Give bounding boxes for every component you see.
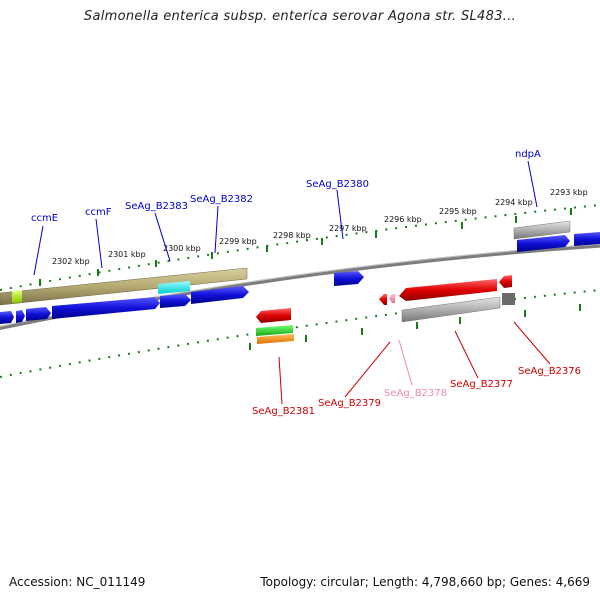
kbp-label: 2296 kbp xyxy=(384,215,422,224)
kbp-label: 2300 kbp xyxy=(163,244,201,253)
kbp-label: 2293 kbp xyxy=(550,188,588,197)
faded-reverse-gene[interactable] xyxy=(389,294,395,303)
upper-major-ticks xyxy=(39,208,572,286)
top-leader-lines xyxy=(33,160,538,276)
lime-feature[interactable] xyxy=(12,290,22,303)
gray-feature[interactable] xyxy=(513,220,571,240)
forward-gene[interactable] xyxy=(334,271,364,286)
forward-gene[interactable] xyxy=(191,286,249,304)
gene-label-SeAg_B2383[interactable]: SeAg_B2383 xyxy=(125,201,188,212)
faded-leader-line xyxy=(398,339,413,386)
gene-label-SeAg_B2376[interactable]: SeAg_B2376 xyxy=(518,366,581,377)
forward-gene[interactable] xyxy=(160,294,191,308)
gene-label-SeAg_B2381[interactable]: SeAg_B2381 xyxy=(252,406,315,417)
olive-feature[interactable] xyxy=(0,267,248,306)
kbp-label: 2302 kbp xyxy=(52,257,90,266)
reverse-gene[interactable] xyxy=(399,279,497,301)
gene-label-SeAg_B2380[interactable]: SeAg_B2380 xyxy=(306,179,369,190)
upper-ruler xyxy=(0,204,600,291)
forward-gene[interactable] xyxy=(0,311,14,324)
forward-gene[interactable] xyxy=(26,307,51,321)
kbp-labels: 2302 kbp 2301 kbp 2300 kbp 2299 kbp 2298… xyxy=(52,188,588,266)
forward-gene[interactable] xyxy=(52,297,160,319)
gray-feature[interactable] xyxy=(401,296,501,323)
kbp-label: 2298 kbp xyxy=(273,231,311,240)
cyan-feature[interactable] xyxy=(158,281,190,294)
genome-title: Salmonella enterica subsp. enterica sero… xyxy=(83,9,517,24)
bottom-leader-lines xyxy=(278,321,551,405)
genome-summary-text: Topology: circular; Length: 4,798,660 bp… xyxy=(260,575,590,589)
gene-label-SeAg_B2377[interactable]: SeAg_B2377 xyxy=(450,379,513,390)
dark-gray-feature[interactable] xyxy=(502,293,515,305)
gene-label-ccmF[interactable]: ccmF xyxy=(85,207,112,218)
forward-gene[interactable] xyxy=(517,235,570,252)
lower-ruler xyxy=(0,289,600,378)
reverse-gene[interactable] xyxy=(379,294,387,305)
gene-label-ndpA[interactable]: ndpA xyxy=(515,149,541,160)
kbp-label: 2299 kbp xyxy=(219,237,257,246)
kbp-label: 2301 kbp xyxy=(108,250,146,259)
gene-label-SeAg_B2379[interactable]: SeAg_B2379 xyxy=(318,398,381,409)
reverse-gene[interactable] xyxy=(256,308,291,323)
gene-label-SeAg_B2378[interactable]: SeAg_B2378 xyxy=(384,388,447,399)
lower-major-ticks xyxy=(249,304,581,350)
bottom-gene-labels: SeAg_B2381 SeAg_B2379 SeAg_B2378 SeAg_B2… xyxy=(252,366,581,417)
forward-gene[interactable] xyxy=(16,310,25,323)
reverse-gene[interactable] xyxy=(499,275,512,288)
gene-label-SeAg_B2382[interactable]: SeAg_B2382 xyxy=(190,194,253,205)
kbp-label: 2297 kbp xyxy=(329,224,367,233)
green-feature[interactable] xyxy=(256,325,293,336)
top-gene-labels: ccmE ccmF SeAg_B2383 SeAg_B2382 SeAg_B23… xyxy=(31,149,541,224)
kbp-label: 2295 kbp xyxy=(439,207,477,216)
kbp-label: 2294 kbp xyxy=(495,198,533,207)
accession-text: Accession: NC_011149 xyxy=(9,575,146,589)
orange-feature[interactable] xyxy=(257,334,294,344)
gene-label-ccmE[interactable]: ccmE xyxy=(31,213,58,224)
forward-gene[interactable] xyxy=(574,232,600,246)
